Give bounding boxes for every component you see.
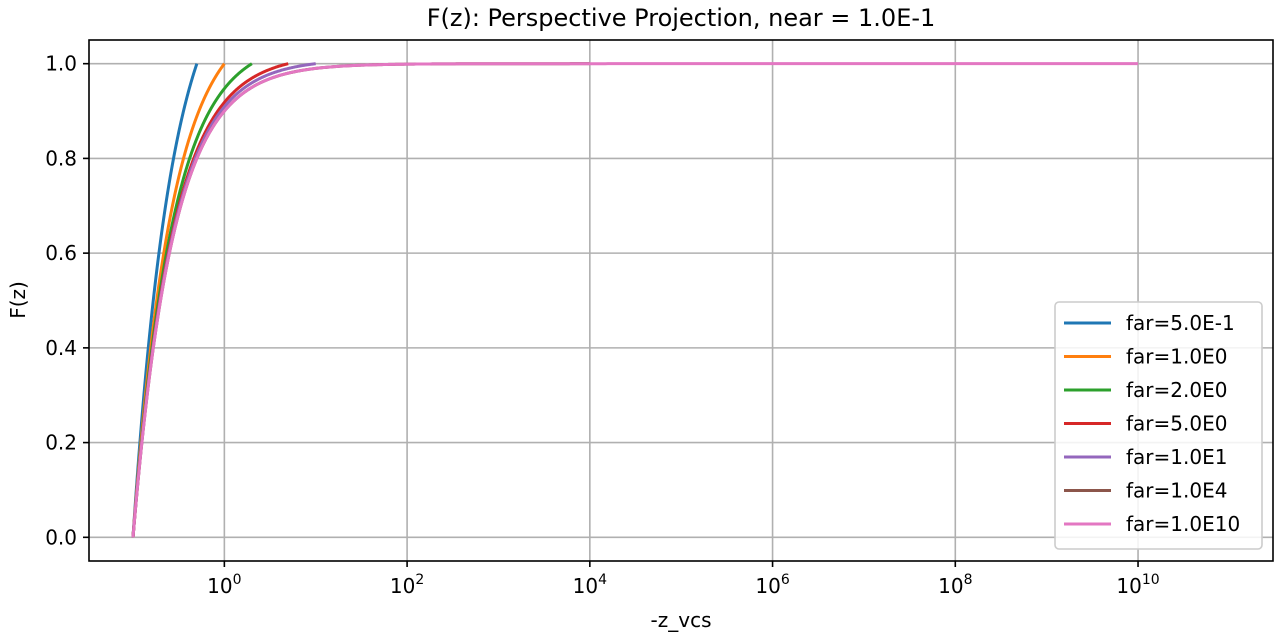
y-tick-label: 0.8 — [45, 146, 77, 170]
x-tick-label: 100 — [207, 572, 241, 598]
y-tick-label: 0.4 — [45, 336, 77, 360]
chart-title: F(z): Perspective Projection, near = 1.0… — [427, 4, 936, 32]
series-line — [131, 62, 1139, 538]
legend-label: far=1.0E4 — [1126, 479, 1227, 503]
legend-label: far=1.0E10 — [1126, 512, 1240, 536]
legend-label: far=1.0E0 — [1126, 345, 1227, 369]
x-tick-label: 102 — [390, 572, 424, 598]
plot-frame — [88, 39, 1274, 562]
y-tick-label: 0.0 — [45, 525, 77, 549]
y-tick-label: 0.2 — [45, 431, 77, 455]
legend-label: far=1.0E1 — [1126, 445, 1227, 469]
x-axis-label: -z_vcs — [651, 608, 712, 632]
ticks: 100 102 104 106 108 1010 0.0 0.2 0.4 0.6 0.8 1.0 — [45, 52, 1159, 598]
series-lines — [131, 62, 1139, 538]
legend-label: far=5.0E-1 — [1126, 311, 1235, 335]
series-line — [131, 62, 199, 538]
legend: far=5.0E-1 far=1.0E0 far=2.0E0 far=5.0E0 far… — [1054, 301, 1263, 550]
x-tick-label: 108 — [938, 572, 972, 598]
y-axis-label: F(z) — [6, 281, 30, 319]
legend-label: far=5.0E0 — [1126, 412, 1227, 436]
x-tick-label: 1010 — [1116, 572, 1159, 598]
y-tick-label: 0.6 — [45, 241, 77, 265]
legend-box — [1054, 301, 1263, 550]
x-tick-label: 106 — [755, 572, 789, 598]
x-tick-label: 104 — [573, 572, 607, 598]
legend-label: far=2.0E0 — [1126, 378, 1227, 402]
y-tick-label: 1.0 — [45, 52, 77, 76]
